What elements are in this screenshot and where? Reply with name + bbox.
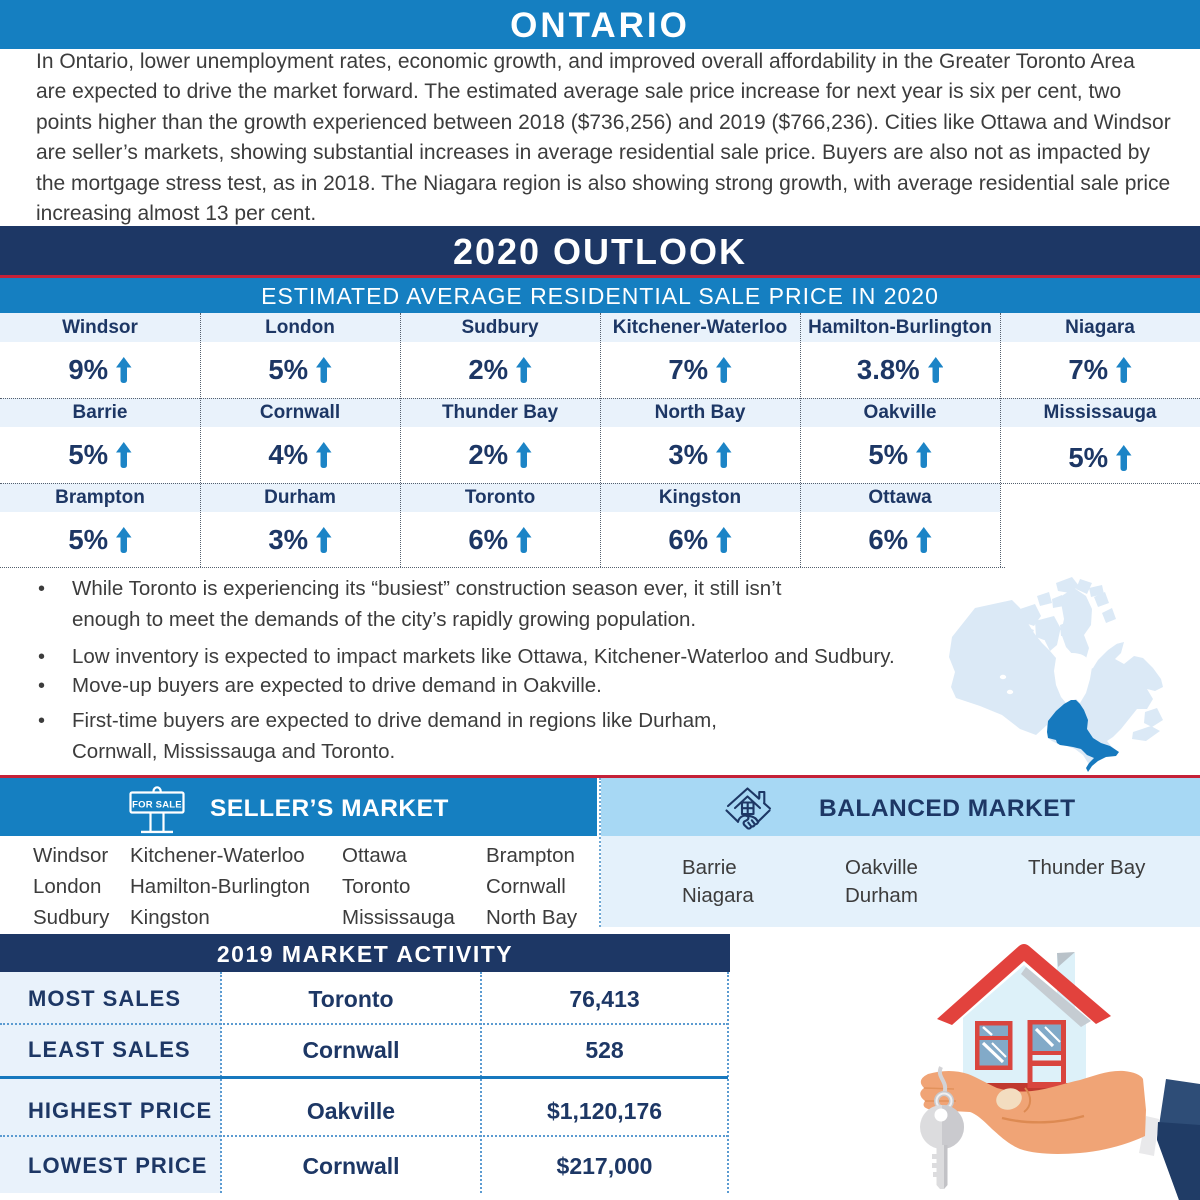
svg-text:FOR SALE: FOR SALE — [132, 800, 182, 811]
